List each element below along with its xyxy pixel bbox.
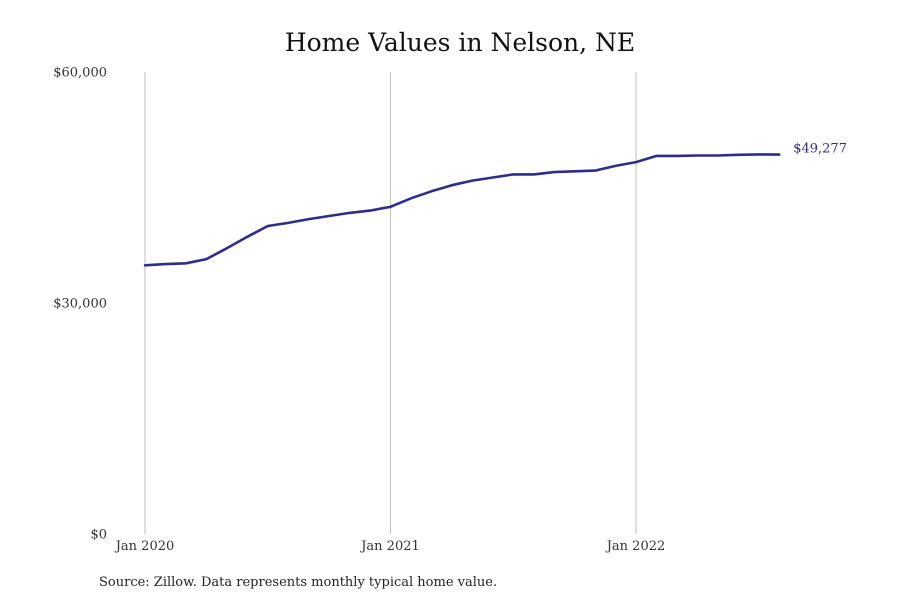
source-note: Source: Zillow. Data represents monthly … <box>99 575 497 590</box>
data-point <box>511 172 515 176</box>
data-point <box>327 214 331 218</box>
y-tick-label: $0 <box>90 528 107 543</box>
data-point <box>389 205 393 209</box>
y-tick-label: $30,000 <box>53 297 107 312</box>
data-point <box>593 169 597 173</box>
data-point <box>286 221 290 225</box>
data-point <box>736 153 740 157</box>
data-point <box>695 154 699 158</box>
chart-title: Home Values in Nelson, NE <box>285 28 635 57</box>
data-point <box>614 164 618 168</box>
data-point <box>266 224 270 228</box>
data-point <box>573 169 577 173</box>
data-point <box>307 217 311 221</box>
data-point <box>655 154 659 158</box>
data-point <box>716 154 720 158</box>
data-point <box>164 262 168 266</box>
data-point <box>429 189 433 193</box>
x-axis-ticks: Jan 2020 Jan 2021 Jan 2022 <box>114 539 666 554</box>
data-point <box>348 211 352 215</box>
data-point <box>450 183 454 187</box>
data-point <box>470 179 474 183</box>
data-point <box>675 154 679 158</box>
data-point <box>245 235 249 239</box>
x-tick-label: Jan 2021 <box>359 539 420 554</box>
series-line-0 <box>143 153 781 267</box>
data-point <box>409 196 413 200</box>
x-tick-label: Jan 2020 <box>114 539 175 554</box>
x-tick-label: Jan 2022 <box>605 539 666 554</box>
series-layer: $49,277 <box>143 142 847 267</box>
data-point <box>757 152 761 156</box>
data-point <box>552 170 556 174</box>
data-point <box>368 209 372 213</box>
y-axis-ticks: $0 $30,000 $60,000 <box>53 66 107 543</box>
data-point <box>777 153 781 157</box>
y-tick-label: $60,000 <box>53 66 107 81</box>
gridlines <box>144 72 637 534</box>
data-point <box>491 176 495 180</box>
data-point <box>532 172 536 176</box>
data-point <box>184 261 188 265</box>
end-value-label: $49,277 <box>793 142 847 157</box>
data-point <box>143 263 147 267</box>
data-point <box>634 160 638 164</box>
data-point <box>204 257 208 261</box>
data-point <box>225 246 229 250</box>
